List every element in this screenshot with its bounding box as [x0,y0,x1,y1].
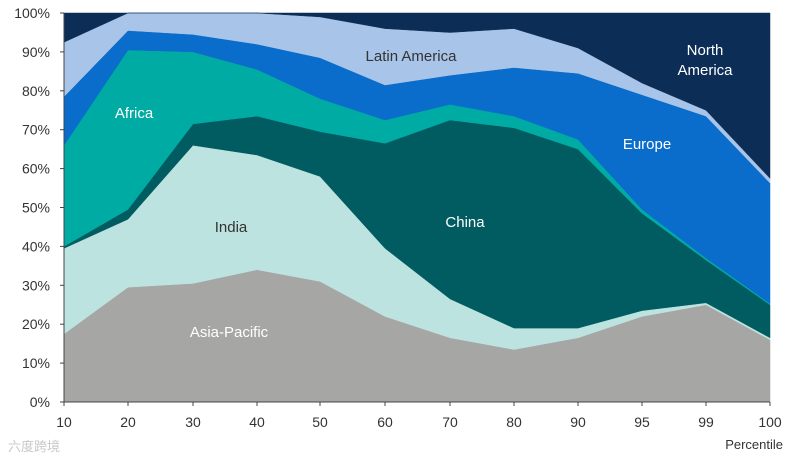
x-tick-label: 95 [634,414,650,430]
y-tick-label: 40% [22,238,50,254]
y-tick-label: 80% [22,83,50,99]
x-tick-label: 100 [758,414,782,430]
x-tick-label: 90 [570,414,586,430]
area-labels: Africa India China Asia-Pacific Latin Americ… [115,42,733,341]
label-africa: Africa [115,105,154,122]
area-north-america [63,12,771,179]
x-tick-label: 70 [442,414,458,430]
y-tick-label: 20% [22,316,50,332]
label-europe: Europe [623,136,671,153]
label-asia-pacific: Asia-Pacific [190,324,269,341]
watermark: 六度跨境 [8,439,61,454]
y-tick-label: 60% [22,161,50,177]
x-tick-label: 10 [56,414,72,430]
x-tick-label: 40 [249,414,265,430]
x-tick-label: 80 [506,414,522,430]
y-tick-label: 30% [22,277,50,293]
y-tick-label: 0% [30,394,50,410]
x-tick-label: 20 [120,414,136,430]
area-layers [63,12,771,403]
axes: 0% 10% 20% 30% 40% 50% 60% 70% 80% 90% 100% 10 20 30 4… [14,5,783,452]
label-china: China [445,214,485,231]
y-tick-label: 90% [22,44,50,60]
y-tick-label: 70% [22,122,50,138]
label-north-america: North America [677,42,733,79]
y-tick-label: 10% [22,355,50,371]
x-tick-label: 60 [377,414,393,430]
y-tick-label: 50% [22,200,50,216]
x-tick-label: 50 [312,414,328,430]
x-tick-label: 99 [698,414,714,430]
label-india: India [215,219,248,236]
x-tick-label: 30 [185,414,201,430]
x-axis-title: Percentile [725,437,783,452]
y-tick-label: 100% [14,5,50,21]
label-latin-america: Latin America [366,48,458,65]
